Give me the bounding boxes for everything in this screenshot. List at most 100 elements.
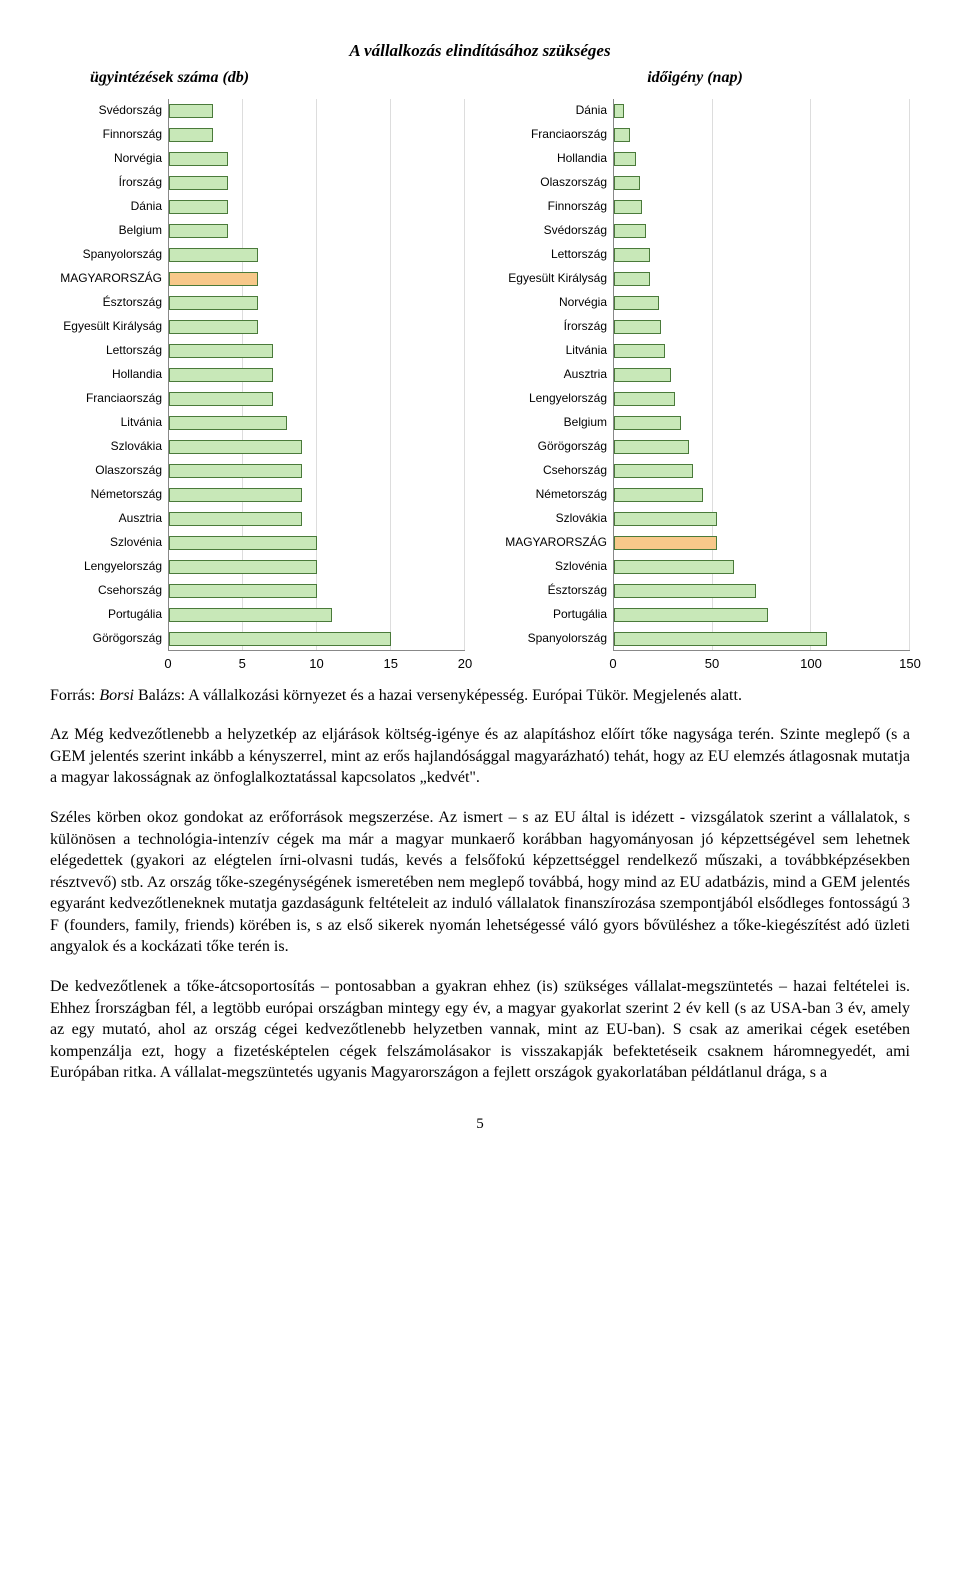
chart-right: DániaFranciaországHollandiaOlaszországFi… (495, 99, 910, 673)
y-axis-label: Litvánia (50, 411, 162, 435)
y-axis-label: Norvégia (495, 291, 607, 315)
chart-bar (169, 272, 258, 286)
chart-bar (614, 464, 693, 478)
y-axis-label: Dánia (495, 99, 607, 123)
y-axis-label: MAGYARORSZÁG (50, 267, 162, 291)
y-axis-label: Belgium (50, 219, 162, 243)
chart-bar (614, 296, 659, 310)
chart-bar (169, 176, 228, 190)
y-axis-label: Portugália (50, 603, 162, 627)
chart-bar (614, 200, 642, 214)
paragraph-2: Széles körben okoz gondokat az erőforrás… (50, 807, 910, 958)
subtitle-right: időigény (nap) (480, 67, 910, 89)
y-axis-label: Lengyelország (50, 555, 162, 579)
y-axis-label: Szlovénia (50, 531, 162, 555)
chart-bar (614, 392, 675, 406)
chart-bar (614, 608, 768, 622)
y-axis-label: Írország (495, 315, 607, 339)
y-axis-label: Franciaország (495, 123, 607, 147)
chart-left: SvédországFinnországNorvégiaÍrországDáni… (50, 99, 465, 673)
y-axis-label: Hollandia (50, 363, 162, 387)
y-axis-label: Lettország (495, 243, 607, 267)
paragraph-3: De kedvezőtlenek a tőke-átcsoportosítás … (50, 976, 910, 1084)
source-rest: Balázs: A vállalkozási környezet és a ha… (134, 687, 742, 704)
y-axis-label: Hollandia (495, 147, 607, 171)
chart-bar (614, 152, 636, 166)
chart-bar (614, 248, 650, 262)
chart-bar (169, 152, 228, 166)
chart-bar (614, 272, 650, 286)
chart-bar (614, 320, 661, 334)
x-axis-tick: 100 (800, 655, 822, 673)
y-axis-label: Ausztria (50, 507, 162, 531)
y-axis-label: Ausztria (495, 363, 607, 387)
y-axis-label: Görögország (50, 627, 162, 651)
paragraph-1: Az Még kedvezőtlenebb a helyzetkép az el… (50, 724, 910, 789)
chart-bar (614, 440, 689, 454)
y-axis-label: Szlovákia (50, 435, 162, 459)
chart-bar (614, 176, 640, 190)
chart-bar (169, 512, 302, 526)
chart-bar (169, 128, 213, 142)
chart-bar (614, 416, 681, 430)
y-axis-label: Németország (495, 483, 607, 507)
chart-bar (614, 128, 630, 142)
subtitle-left: ügyintézések száma (db) (50, 67, 480, 89)
chart-bar (614, 344, 665, 358)
chart-bar (169, 224, 228, 238)
x-axis-tick: 10 (309, 655, 323, 673)
charts-container: SvédországFinnországNorvégiaÍrországDáni… (50, 99, 910, 673)
y-axis-label: MAGYARORSZÁG (495, 531, 607, 555)
chart-bar (169, 200, 228, 214)
chart-bar (614, 536, 717, 550)
chart-bar (169, 440, 302, 454)
y-axis-label: Csehország (50, 579, 162, 603)
chart-bar (169, 296, 258, 310)
y-axis-label: Csehország (495, 459, 607, 483)
y-axis-label: Svédország (495, 219, 607, 243)
chart-bar (169, 392, 273, 406)
x-axis-tick: 0 (609, 655, 616, 673)
chart-bar (169, 368, 273, 382)
y-axis-label: Svédország (50, 99, 162, 123)
chart-bar (169, 608, 332, 622)
chart-bar (614, 488, 703, 502)
chart-bar (614, 560, 734, 574)
chart-bar (614, 104, 624, 118)
x-axis-tick: 20 (458, 655, 472, 673)
chart-bar (169, 344, 273, 358)
source-prefix: Forrás: (50, 687, 99, 704)
y-axis-label: Spanyolország (495, 627, 607, 651)
y-axis-label: Olaszország (495, 171, 607, 195)
y-axis-label: Norvégia (50, 147, 162, 171)
y-axis-label: Egyesült Királyság (495, 267, 607, 291)
y-axis-label: Írország (50, 171, 162, 195)
page-number: 5 (50, 1114, 910, 1134)
y-axis-label: Lettország (50, 339, 162, 363)
chart-bar (169, 632, 391, 646)
y-axis-label: Lengyelország (495, 387, 607, 411)
chart-bar (169, 104, 213, 118)
chart-bar (169, 416, 287, 430)
chart-bar (169, 320, 258, 334)
y-axis-label: Spanyolország (50, 243, 162, 267)
y-axis-label: Szlovénia (495, 555, 607, 579)
chart-bar (169, 560, 317, 574)
chart-bar (614, 632, 827, 646)
y-axis-label: Litvánia (495, 339, 607, 363)
y-axis-label: Németország (50, 483, 162, 507)
source-author: Borsi (99, 687, 134, 704)
chart-bar (169, 536, 317, 550)
y-axis-label: Olaszország (50, 459, 162, 483)
chart-bar (169, 488, 302, 502)
chart-bar (169, 248, 258, 262)
chart-source: Forrás: Borsi Balázs: A vállalkozási kör… (50, 685, 910, 707)
y-axis-label: Franciaország (50, 387, 162, 411)
x-axis-tick: 5 (239, 655, 246, 673)
chart-bar (614, 584, 756, 598)
chart-bar (169, 464, 302, 478)
chart-bar (614, 368, 671, 382)
chart-bar (614, 224, 646, 238)
y-axis-label: Finnország (50, 123, 162, 147)
y-axis-label: Észtország (50, 291, 162, 315)
